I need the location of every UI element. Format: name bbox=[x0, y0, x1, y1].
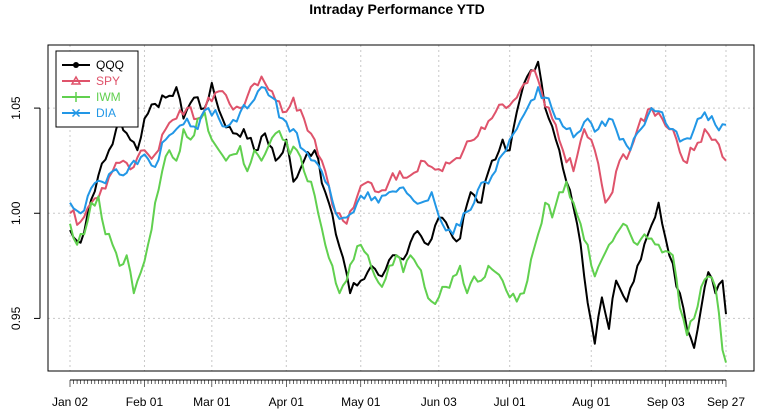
legend-label-dia: DIA bbox=[96, 106, 116, 120]
legend-marker-triangle bbox=[70, 75, 82, 85]
series-line-iwm bbox=[69, 111, 727, 363]
legend-box bbox=[55, 50, 139, 128]
legend-label-qqq: QQQ bbox=[96, 58, 124, 72]
y-axis: 0.95 1.00 1.05 bbox=[9, 96, 41, 330]
x-axis: Jan 02 Feb 01 Mar 01 Apr 01 May 01 Jun 03 Jul … bbox=[52, 379, 745, 409]
x-tick-label: Aug 01 bbox=[572, 395, 610, 409]
legend-label-spy: SPY bbox=[96, 74, 120, 88]
series-line-spy bbox=[69, 69, 727, 226]
x-tick-label: Jun 03 bbox=[421, 395, 457, 409]
x-tick-label: Jul 01 bbox=[494, 395, 526, 409]
x-tick-label: May 01 bbox=[341, 395, 381, 409]
series-line-dia bbox=[69, 86, 727, 236]
legend-label-iwm: IWM bbox=[96, 90, 121, 104]
x-tick-label: Jan 02 bbox=[52, 395, 88, 409]
grid-layer bbox=[48, 45, 754, 371]
plot-area-border bbox=[47, 44, 755, 372]
y-tick-label: 0.95 bbox=[9, 306, 23, 330]
x-tick-label: Apr 01 bbox=[269, 395, 305, 409]
series-line-qqq bbox=[69, 60, 727, 349]
x-tick-label: Sep 03 bbox=[647, 395, 685, 409]
legend-marker-x bbox=[71, 108, 81, 118]
y-tick-label: 1.00 bbox=[9, 201, 23, 225]
legend-marker-circle bbox=[73, 62, 79, 68]
series-layer bbox=[69, 60, 727, 363]
x-tick-label: Mar 01 bbox=[193, 395, 231, 409]
x-tick-label: Feb 01 bbox=[126, 395, 164, 409]
x-tick-label: Sep 27 bbox=[707, 395, 745, 409]
y-tick-label: 1.05 bbox=[9, 96, 23, 120]
chart-title: Intraday Performance YTD bbox=[309, 1, 485, 17]
legend: QQQ SPY IWM DIA bbox=[55, 50, 139, 128]
